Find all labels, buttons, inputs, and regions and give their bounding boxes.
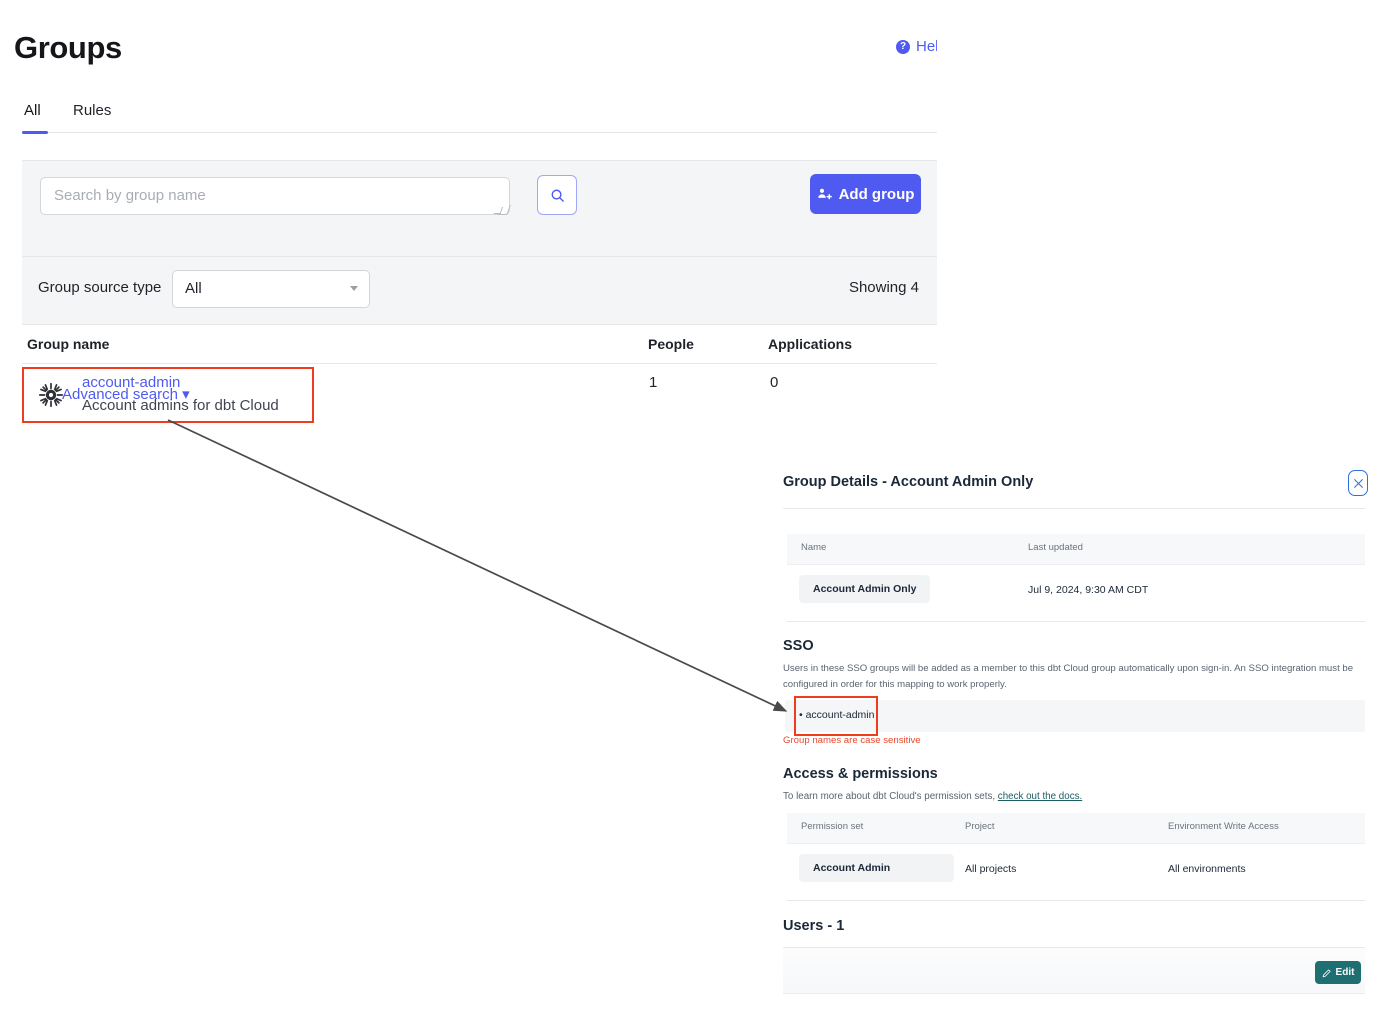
column-header-group-name: Group name bbox=[27, 336, 110, 352]
access-description-text: To learn more about dbt Cloud's permissi… bbox=[783, 791, 998, 802]
close-x-icon[interactable] bbox=[1348, 470, 1368, 496]
tab-rules[interactable]: Rules bbox=[73, 102, 112, 119]
group-summary-table: Name Last updated Account Admin Only Jul… bbox=[787, 534, 1365, 622]
sso-description: Users in these SSO groups will be added … bbox=[783, 663, 1354, 690]
showing-count: Showing 4 bbox=[848, 279, 919, 296]
column-header-applications: Applications bbox=[768, 336, 853, 352]
permission-project-value: All projects bbox=[965, 863, 1017, 875]
help-link[interactable]: ? Help bbox=[896, 38, 937, 55]
chevron-down-icon bbox=[350, 286, 358, 291]
users-heading: Users - 1 bbox=[783, 918, 845, 934]
groups-table: Group name People Applications bbox=[22, 324, 937, 432]
check-out-the-docs-link[interactable]: check out the docs. bbox=[997, 791, 1083, 802]
close-icon-glyph bbox=[1353, 478, 1363, 488]
summary-column-last-updated: Last updated bbox=[1028, 542, 1083, 553]
search-input[interactable] bbox=[40, 177, 510, 215]
tab-all[interactable]: All bbox=[24, 102, 41, 119]
tab-baseline bbox=[22, 132, 937, 133]
pencil-icon bbox=[1322, 968, 1331, 977]
summary-name-value: Account Admin Only bbox=[799, 575, 931, 603]
group-source-type-value: All bbox=[185, 280, 202, 297]
group-description: Account admins for dbt Cloud bbox=[82, 397, 279, 414]
permissions-column-permission-set: Permission set bbox=[801, 821, 864, 832]
add-group-button[interactable]: Add group bbox=[810, 174, 921, 214]
page-title: Groups bbox=[14, 30, 122, 65]
sso-groups-list: • account-admin bbox=[785, 700, 1365, 732]
summary-column-name: Name bbox=[801, 542, 827, 553]
edit-label: Edit bbox=[1335, 967, 1355, 978]
permissions-column-project: Project bbox=[965, 821, 995, 832]
permission-environment-value: All environments bbox=[1168, 863, 1246, 875]
cell-applications-count: 0 bbox=[770, 374, 779, 391]
sso-heading: SSO bbox=[783, 638, 814, 654]
edit-button[interactable]: Edit bbox=[1315, 961, 1361, 984]
permissions-header-row: Permission set Project Environment Write… bbox=[787, 813, 1365, 844]
group-name-link[interactable]: account-admin bbox=[82, 374, 181, 391]
advanced-search-label: Advanced search bbox=[62, 386, 178, 403]
permissions-column-environment-write-access: Environment Write Access bbox=[1168, 821, 1279, 832]
permissions-body-row: Account Admin All projects All environme… bbox=[787, 844, 1365, 901]
add-group-label: Add group bbox=[838, 185, 915, 203]
sso-group-item: • account-admin bbox=[799, 709, 875, 721]
access-permissions-heading: Access & permissions bbox=[783, 766, 938, 782]
group-source-type-select[interactable]: All bbox=[172, 270, 370, 308]
help-label: Help bbox=[916, 38, 937, 55]
access-permissions-description: To learn more about dbt Cloud's permissi… bbox=[783, 791, 1082, 802]
users-divider bbox=[783, 947, 1365, 948]
tab-active-underline bbox=[22, 131, 48, 134]
group-details-panel: Group Details - Account Admin Only Name … bbox=[775, 458, 1368, 994]
permissions-table: Permission set Project Environment Write… bbox=[787, 813, 1365, 901]
sso-case-sensitive-note: Group names are case sensitive bbox=[783, 735, 921, 746]
table-header-row: Group name People Applications bbox=[22, 324, 937, 364]
tab-bar: All Rules bbox=[0, 98, 937, 136]
summary-last-updated-value: Jul 9, 2024, 9:30 AM CDT bbox=[1028, 584, 1149, 596]
search-panel: Advanced search ▾ bbox=[22, 160, 937, 403]
group-details-title: Group Details - Account Admin Only bbox=[783, 474, 1034, 490]
group-source-type-label: Group source type bbox=[38, 279, 162, 296]
details-divider bbox=[783, 508, 1365, 509]
summary-body-row: Account Admin Only Jul 9, 2024, 9:30 AM … bbox=[787, 565, 1365, 622]
search-icon bbox=[551, 189, 564, 202]
cell-people-count: 1 bbox=[649, 374, 658, 391]
permission-set-value: Account Admin bbox=[799, 854, 954, 882]
table-row[interactable]: account-admin Account admins for dbt Clo… bbox=[22, 364, 937, 432]
advanced-search-toggle[interactable]: Advanced search ▾ bbox=[62, 385, 190, 403]
caret-down-icon: ▾ bbox=[182, 386, 190, 403]
question-circle-icon: ? bbox=[896, 39, 910, 54]
summary-header-row: Name Last updated bbox=[787, 534, 1365, 565]
add-group-icon bbox=[817, 188, 832, 199]
column-header-people: People bbox=[648, 336, 694, 352]
users-body bbox=[783, 948, 1365, 994]
gear-burst-icon bbox=[38, 382, 64, 408]
search-submit-button[interactable] bbox=[537, 175, 577, 215]
filter-row: Group source type All Showing 4 bbox=[22, 256, 937, 325]
